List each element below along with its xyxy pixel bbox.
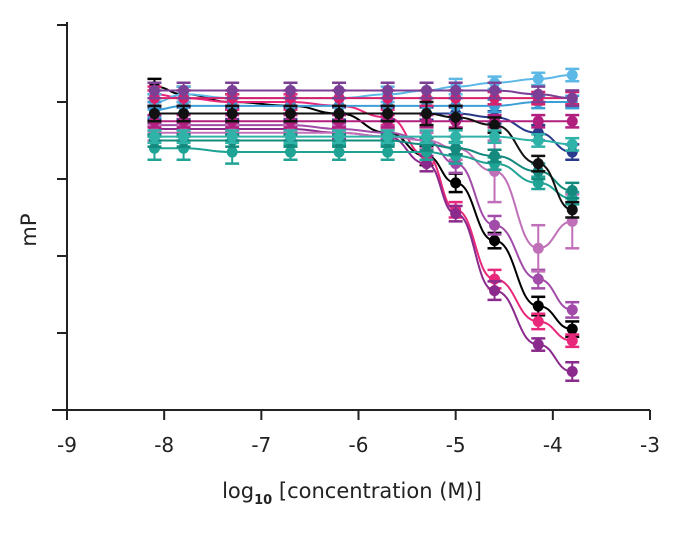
series-2-fit-curve: [154, 127, 573, 373]
data-point: [450, 111, 462, 123]
data-point: [532, 300, 544, 312]
series-5: [147, 135, 580, 206]
data-point: [489, 219, 501, 231]
x-axis-title-suffix: [concentration (M)]: [272, 479, 482, 503]
data-point: [421, 108, 433, 120]
x-axis-ticks: -9 -8 -7 -6 -5 -4 -3: [57, 410, 660, 457]
data-point: [532, 88, 544, 100]
data-point: [532, 135, 544, 146]
data-point: [333, 84, 345, 96]
series-6-fit-curve: [154, 139, 573, 192]
data-point: [450, 84, 462, 96]
data-point: [226, 84, 238, 96]
data-point: [489, 285, 501, 297]
series-3: [147, 117, 580, 319]
series-13: [147, 100, 580, 219]
data-point: [532, 315, 544, 327]
data-point: [532, 158, 544, 170]
data-point: [532, 242, 544, 254]
data-point: [178, 84, 190, 96]
data-point: [566, 204, 578, 216]
data-point: [333, 108, 345, 120]
series-1-fit-curve: [154, 93, 573, 342]
data-point: [148, 108, 160, 120]
data-point: [284, 146, 296, 158]
y-axis-ticks: [57, 24, 67, 411]
data-point: [382, 84, 394, 96]
data-point: [226, 131, 238, 143]
data-point: [489, 119, 501, 131]
x-tick-label: -4: [543, 433, 563, 457]
series-12: [147, 81, 580, 108]
data-point: [489, 131, 501, 143]
x-tick-label: -8: [154, 433, 174, 457]
data-point: [489, 150, 501, 162]
data-point: [566, 366, 578, 377]
series-9-fit-curve: [154, 101, 573, 111]
data-point: [489, 84, 501, 96]
data-point: [421, 84, 433, 96]
x-axis-title-subscript: 10: [254, 493, 272, 508]
x-axis-title-prefix: log: [222, 479, 254, 503]
data-point: [450, 208, 462, 220]
x-axis-title: log10 [concentration (M)]: [222, 479, 482, 508]
data-point: [450, 142, 462, 154]
x-tick-label: -7: [251, 433, 271, 457]
data-point: [382, 146, 394, 158]
data-point: [566, 185, 578, 197]
data-point: [566, 92, 578, 104]
data-point: [226, 146, 238, 158]
data-point: [333, 146, 345, 158]
data-point: [489, 235, 501, 247]
x-tick-label: -5: [446, 433, 466, 457]
data-point: [532, 273, 544, 285]
data-point: [532, 73, 544, 85]
data-point: [566, 304, 578, 316]
data-point: [382, 131, 394, 143]
x-tick-label: -6: [349, 433, 369, 457]
series-6: [147, 133, 580, 200]
data-point: [566, 335, 578, 347]
data-point: [226, 108, 238, 120]
data-point: [284, 108, 296, 120]
data-point: [284, 131, 296, 143]
series-14: [147, 129, 580, 152]
data-point: [566, 115, 578, 127]
data-point: [148, 131, 160, 143]
plot-area: [147, 67, 580, 382]
data-point: [566, 323, 578, 335]
data-point: [532, 339, 544, 351]
series-3-fit-curve: [154, 124, 573, 311]
x-tick-label: -3: [640, 433, 660, 457]
data-point: [333, 131, 345, 143]
y-axis-title: mP: [17, 213, 41, 246]
data-point: [566, 138, 578, 150]
x-tick-label: -9: [57, 433, 77, 457]
series-0-fit-curve: [154, 85, 573, 331]
data-point: [421, 131, 433, 143]
data-point: [178, 108, 190, 120]
data-point: [566, 69, 578, 81]
data-point: [532, 115, 544, 127]
data-point: [450, 131, 462, 143]
data-point: [382, 108, 394, 120]
series-4-fit-curve: [154, 131, 573, 250]
data-point: [450, 177, 462, 189]
data-point: [178, 131, 190, 143]
data-point: [284, 84, 296, 96]
data-point: [148, 84, 160, 96]
